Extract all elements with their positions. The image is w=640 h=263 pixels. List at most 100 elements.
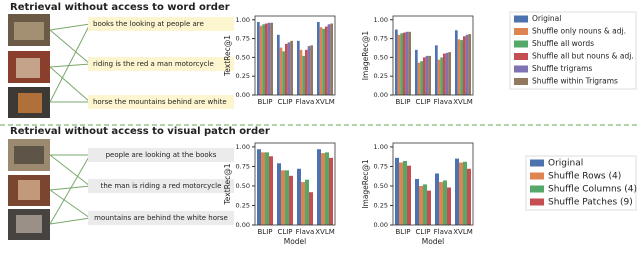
bar [435, 45, 438, 95]
x-axis-label: Model [284, 237, 307, 246]
bar [447, 187, 451, 225]
plot-frame [254, 15, 336, 96]
bar [407, 165, 411, 225]
bar [459, 162, 463, 225]
bar [277, 34, 280, 95]
x-tick-label: CLIP [415, 228, 430, 236]
x-tick-label: XVLM [315, 228, 335, 236]
bar [329, 157, 333, 225]
bar [408, 31, 411, 95]
y-tick-label: 0.50 [236, 182, 250, 190]
bar [465, 34, 469, 95]
legend-label: Shuffle within Trigrams [532, 77, 618, 86]
bar [270, 22, 273, 95]
x-tick-label: Flava [434, 228, 453, 236]
y-tick-label: 0.50 [374, 182, 388, 190]
legend-label: Shuffle trigrams [532, 64, 592, 73]
bar [423, 57, 426, 95]
bar [445, 52, 449, 95]
legend-swatch [530, 172, 544, 180]
bar [269, 156, 273, 225]
bar [297, 168, 301, 225]
captions-top: books the looking at people are riding i… [88, 17, 234, 109]
bar [443, 180, 447, 225]
caption: books the looking at people are [93, 20, 204, 28]
bar [455, 158, 459, 225]
legend-swatch [514, 40, 528, 48]
caption: riding is the red a man motorcycle [93, 60, 214, 68]
bar [309, 192, 313, 225]
x-tick-label: BLIP [396, 98, 411, 106]
bar [289, 175, 293, 225]
legend-label: Shuffle Rows (4) [548, 172, 621, 182]
bar [415, 49, 418, 95]
plot-frame [392, 15, 474, 96]
bar [460, 40, 463, 95]
bar [325, 26, 328, 95]
bar [299, 49, 303, 95]
bar [322, 28, 325, 96]
section-title: Retrieval without access to visual patch… [10, 126, 270, 137]
bar [425, 55, 429, 95]
bar [265, 23, 268, 95]
y-tick-label: 1.00 [374, 16, 388, 24]
image-thumbs [8, 14, 50, 240]
bar [285, 43, 288, 95]
bar [437, 59, 441, 95]
bar [457, 39, 461, 95]
y-tick-label: 0.25 [236, 201, 250, 209]
bar [463, 161, 467, 225]
legend-swatch [530, 198, 544, 206]
x-tick-label: BLIP [258, 98, 273, 106]
bar [319, 27, 323, 96]
y-tick-label: 0.75 [236, 35, 250, 43]
y-axis-label: TextRec@1 [223, 163, 232, 205]
bar [403, 32, 406, 95]
caption: people are looking at the books [106, 151, 217, 159]
caption: the man is riding a red motorcycle [101, 182, 222, 190]
x-axis-label: Model [422, 237, 445, 246]
y-axis-label: ImageRec@1 [361, 159, 370, 209]
bar [321, 153, 325, 225]
legend-swatch [514, 28, 528, 35]
legend-swatch [514, 53, 528, 60]
y-tick-label: 0.75 [236, 162, 250, 170]
y-tick-label: 1.00 [236, 16, 250, 24]
legend-label: Shuffle all words [532, 39, 594, 48]
bar [290, 40, 293, 95]
x-tick-label: CLIP [277, 98, 292, 106]
y-tick-label: 0.00 [236, 221, 250, 229]
bar [287, 42, 291, 95]
bar [307, 46, 311, 95]
bar [259, 25, 263, 95]
bar [415, 178, 419, 225]
legend-swatch [530, 159, 544, 167]
y-tick-label: 1.00 [374, 143, 388, 151]
x-tick-label: CLIP [277, 228, 292, 236]
bar [285, 170, 289, 225]
x-tick-label: XVLM [453, 98, 473, 106]
legend-label: Shuffle all but nouns & adj. [532, 52, 634, 61]
bar [439, 182, 443, 225]
bar [305, 179, 309, 225]
bar [265, 152, 269, 225]
bar [427, 190, 431, 225]
x-tick-label: CLIP [415, 98, 430, 106]
legend-frame [509, 11, 637, 90]
bar [317, 22, 320, 96]
x-tick-label: XVLM [453, 228, 473, 236]
captions-bottom: people are looking at the books the man … [88, 148, 234, 225]
legend-swatch [514, 15, 528, 23]
y-tick-label: 0.00 [374, 221, 388, 229]
bar [428, 55, 431, 95]
bar [400, 33, 403, 95]
y-tick-label: 0.00 [236, 91, 250, 99]
y-tick-label: 0.25 [374, 201, 388, 209]
bar [399, 162, 403, 225]
bar [317, 149, 321, 225]
y-tick-label: 0.50 [374, 53, 388, 61]
bar [257, 149, 261, 225]
bar [267, 22, 271, 95]
x-tick-label: Flava [434, 98, 453, 106]
bar [463, 36, 466, 95]
